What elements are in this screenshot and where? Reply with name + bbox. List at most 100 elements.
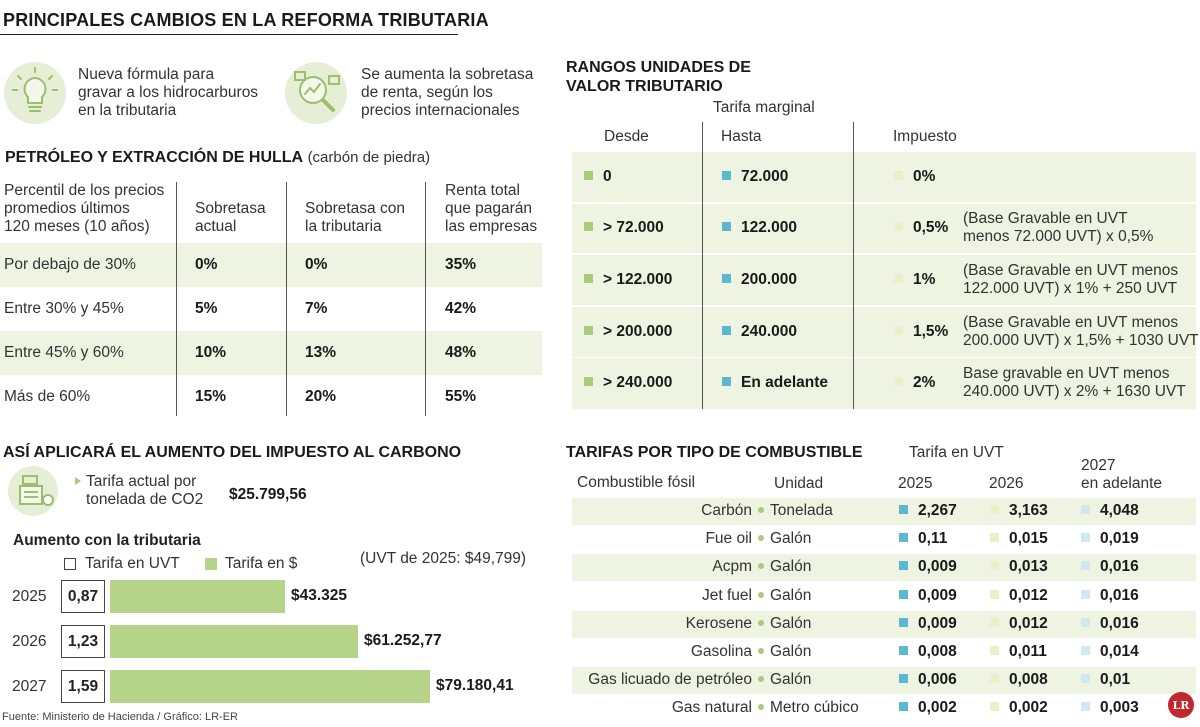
cash-register-icon [8, 466, 58, 516]
title-underline [0, 34, 458, 35]
uvt-band [572, 307, 1196, 357]
petroleo-cell: 35% [445, 256, 477, 273]
combustible-rate: 2,267 [899, 502, 957, 520]
blue-square-icon [722, 377, 731, 386]
uvt-rate: 2% [894, 374, 935, 392]
rate-square-icon [990, 674, 999, 683]
uvt-divider [702, 122, 703, 409]
petroleo-cell: 48% [445, 344, 477, 361]
chart-uvt-box: 1,23 [61, 625, 105, 658]
green-dot-icon [758, 676, 764, 682]
combustible-unit: Galón [752, 558, 811, 576]
rate-square-icon [990, 646, 999, 655]
petroleo-header-sobretasa-actual: Sobretasa actual [195, 200, 266, 235]
rate-square-icon [899, 618, 908, 627]
triangle-bullet-icon [75, 477, 81, 485]
uvt-note: Base gravable en UVT menos 240.000 UVT) x… [963, 365, 1186, 400]
green-square-icon [584, 377, 593, 386]
uvt-band [572, 152, 1196, 202]
rate-square-icon [899, 505, 908, 514]
uvt-title: RANGOS UNIDADES DE VALOR TRIBUTARIO [566, 59, 751, 95]
rate-square-icon [1081, 505, 1090, 514]
chart-bar-label: $43.325 [291, 587, 348, 604]
petroleo-title: PETRÓLEO Y EXTRACCIÓN DE HULLA (carbón d… [5, 149, 431, 166]
legend-uvt-label: Tarifa en UVT [85, 555, 180, 572]
petroleo-header-percentil: Percentil de los precios promedios último… [4, 182, 165, 235]
combustible-unit: Galón [752, 587, 811, 605]
petroleo-cell: 7% [305, 300, 328, 317]
combustible-rate: 4,048 [1081, 502, 1139, 520]
combustible-unit: Galón [752, 671, 811, 689]
petroleo-cell: 20% [305, 388, 337, 405]
petroleo-cell: 42% [445, 300, 477, 317]
petroleo-row-label: Entre 30% y 45% [4, 300, 124, 317]
combustible-rate: 0,11 [899, 530, 947, 548]
uvt-band [572, 358, 1196, 409]
green-dot-icon [758, 592, 764, 598]
combustible-name: Jet fuel [702, 587, 752, 604]
combustible-rate: 0,016 [1081, 615, 1139, 633]
rate-square-icon [1081, 646, 1090, 655]
chart-year-label: 2026 [12, 633, 47, 650]
combustible-rate: 0,015 [990, 530, 1048, 548]
combustibles-header-unidad: Unidad [774, 475, 824, 492]
combustible-rate: 0,016 [1081, 558, 1139, 576]
lightbulb-icon [4, 62, 66, 124]
blue-square-icon [722, 274, 731, 283]
combustible-rate: 0,012 [990, 587, 1048, 605]
magnifier-chart-icon [285, 62, 347, 124]
combustible-rate: 0,006 [899, 671, 957, 689]
petroleo-divider [176, 182, 177, 416]
combustible-rate: 0,002 [899, 699, 957, 717]
petroleo-row-label: Más de 60% [4, 388, 91, 405]
rate-square-icon [1081, 702, 1090, 711]
source-note: Fuente: Ministerio de Hacienda / Gráfico… [2, 711, 238, 723]
lr-logo: LR [1168, 692, 1194, 718]
green-square-icon [584, 274, 593, 283]
legend-uvt-swatch [64, 558, 76, 570]
combustible-unit: Galón [752, 530, 811, 548]
chart-year-label: 2025 [12, 588, 47, 605]
uvt-header-impuesto: Impuesto [893, 128, 957, 145]
uvt-band [572, 204, 1196, 253]
combustible-rate: 0,012 [990, 615, 1048, 633]
green-dot-icon [758, 648, 764, 654]
chart-bar [110, 580, 285, 613]
rate-square-icon [899, 561, 908, 570]
rate-square-icon [990, 702, 999, 711]
petroleo-header-renta: Renta total que pagarán las empresas [445, 182, 538, 235]
pale-square-icon [894, 171, 903, 180]
uvt-to: 122.000 [722, 219, 797, 237]
rate-square-icon [990, 533, 999, 542]
rate-square-icon [899, 674, 908, 683]
uvt-from: > 240.000 [584, 374, 672, 392]
combustible-rate: 0,008 [990, 671, 1048, 689]
pale-square-icon [894, 274, 903, 283]
uvt-note: (UVT de 2025: $49,799) [360, 550, 527, 567]
uvt-to: 200.000 [722, 271, 797, 289]
chart-bar-label: $61.252,77 [364, 632, 442, 649]
rate-square-icon [1081, 674, 1090, 683]
combustible-name: Gasolina [690, 643, 752, 660]
combustible-rate: 0,014 [1081, 643, 1139, 661]
uvt-from: > 72.000 [584, 219, 664, 237]
highlight-1-text: Nueva fórmula para gravar a los hidrocar… [78, 66, 259, 119]
petroleo-divider [286, 182, 287, 416]
rate-square-icon [1081, 533, 1090, 542]
rate-square-icon [990, 505, 999, 514]
combustible-name: Gas licuado de petróleo [588, 671, 752, 688]
petroleo-cell: 13% [305, 344, 337, 361]
green-dot-icon [758, 704, 764, 710]
combustible-rate: 0,003 [1081, 699, 1139, 717]
combustible-unit: Galón [752, 615, 811, 633]
green-dot-icon [758, 507, 764, 513]
rate-square-icon [1081, 590, 1090, 599]
uvt-divider [853, 122, 854, 409]
blue-square-icon [722, 326, 731, 335]
chart-year-label: 2027 [12, 678, 47, 695]
green-square-icon [584, 326, 593, 335]
carbon-current-value: $25.799,56 [229, 486, 307, 503]
combustibles-band [572, 554, 1196, 581]
combustible-rate: 0,009 [899, 587, 957, 605]
chart-uvt-value: 1,23 [67, 632, 99, 650]
